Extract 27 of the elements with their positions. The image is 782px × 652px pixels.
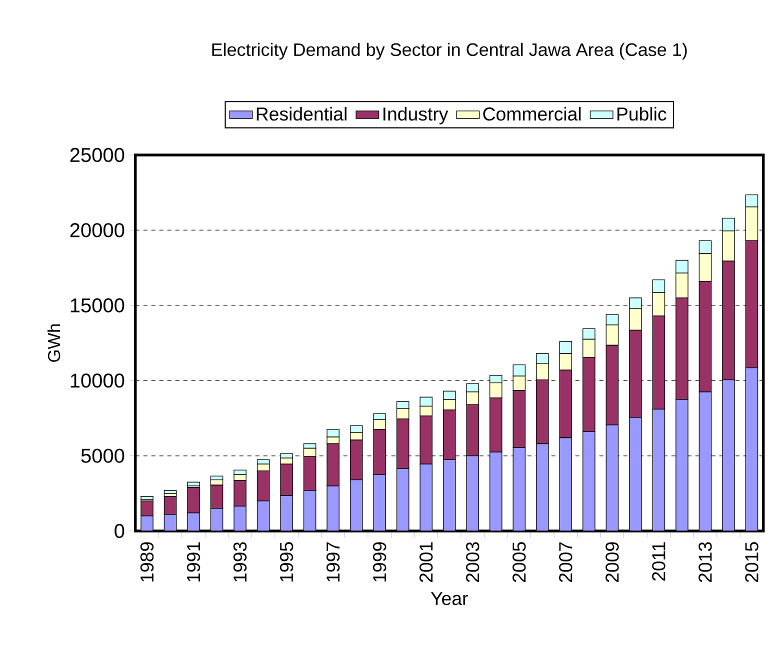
x-tick-label: 2001 [419,542,433,582]
x-axis-title: Year [430,592,468,606]
x-tick-label: 2005 [512,542,526,582]
x-tick-label: 2011 [652,542,666,581]
x-tick-label: 1997 [326,542,340,582]
legend-label: Industry [384,106,448,124]
legend-label: Commercial [483,106,581,121]
x-tick-label: 1993 [233,542,247,582]
legend-label: Public [617,106,666,121]
x-tick-label: 1991 [186,542,200,582]
y-tick-label: 10000 [70,374,124,388]
y-axis-title: GWh [47,324,60,362]
x-tick-label: 2003 [466,542,480,582]
x-tick-label: 2015 [745,542,758,582]
x-tick-label: 1989 [140,542,154,582]
legend-label: Residential [256,106,346,121]
y-tick-label: 25000 [70,148,124,162]
y-tick-label: 20000 [70,223,124,238]
x-tick-label: 1995 [280,542,294,582]
y-tick-label: 5000 [81,448,124,463]
x-tick-label: 2013 [698,542,712,582]
x-tick-label: 1999 [372,542,386,582]
x-tick-label: 2009 [606,542,619,582]
y-tick-label: 15000 [70,298,124,312]
chart-title: Electricity Demand by Sector in Central Jawa Area (Case 1) [212,42,687,60]
x-tick-label: 2007 [559,542,572,582]
y-tick-label: 0 [114,524,124,538]
